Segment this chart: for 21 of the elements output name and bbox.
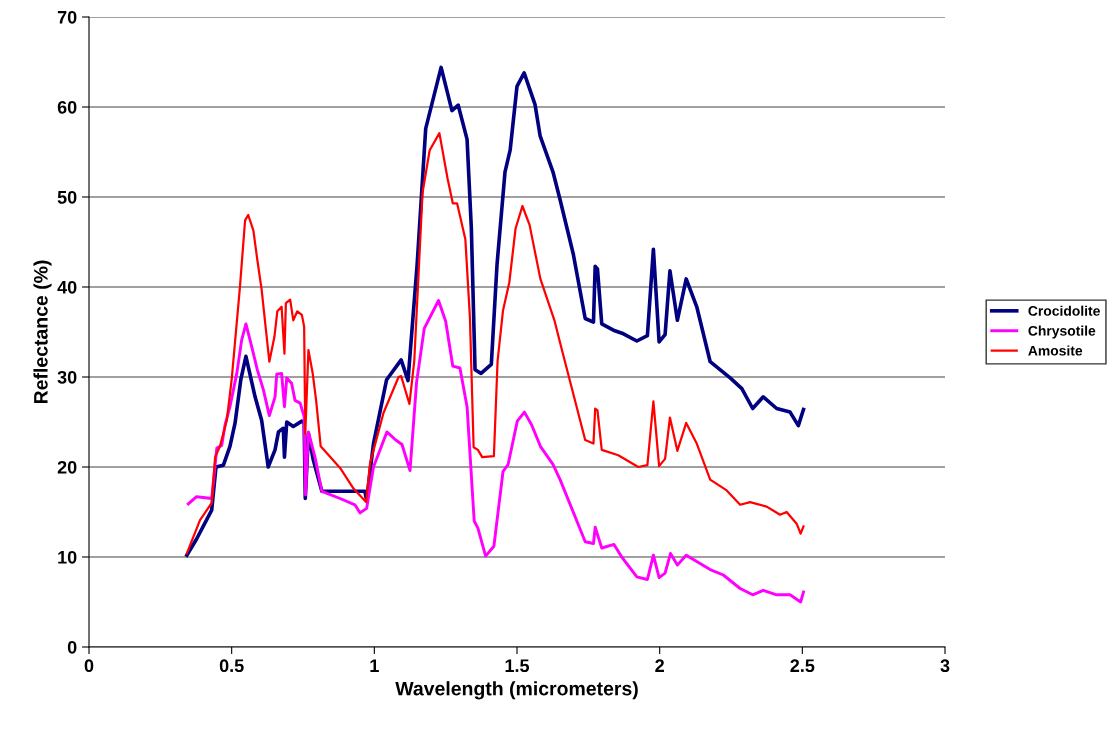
legend-label: Chrysotile: [1028, 325, 1096, 339]
x-tick-label: 0: [84, 659, 94, 673]
x-tick-label: 2: [655, 659, 664, 672]
line-series: [186, 299, 805, 604]
x-tick-label: 2.5: [790, 659, 815, 673]
x-tick-label: 1.5: [505, 659, 530, 673]
legend-label: Amosite: [1028, 345, 1083, 356]
y-axis-title: Reflectance (%): [33, 260, 52, 404]
y-tick-label: 70: [57, 10, 77, 24]
y-tick-label: 50: [57, 190, 77, 204]
y-tick-label: 30: [57, 370, 77, 384]
x-tick-label: 1: [370, 659, 379, 672]
x-tick-label: 3: [940, 659, 950, 673]
y-tick-label: 60: [57, 100, 77, 114]
x-axis-title: Wavelength (micrometers): [395, 681, 638, 700]
x-tick-label: 0.5: [219, 659, 244, 673]
y-tick-label: 40: [57, 280, 77, 294]
legend-label: Crocidolite: [1028, 305, 1100, 316]
y-tick-label: 10: [58, 550, 77, 564]
y-tick-label: 20: [57, 460, 77, 474]
y-tick-label: 0: [67, 640, 77, 654]
